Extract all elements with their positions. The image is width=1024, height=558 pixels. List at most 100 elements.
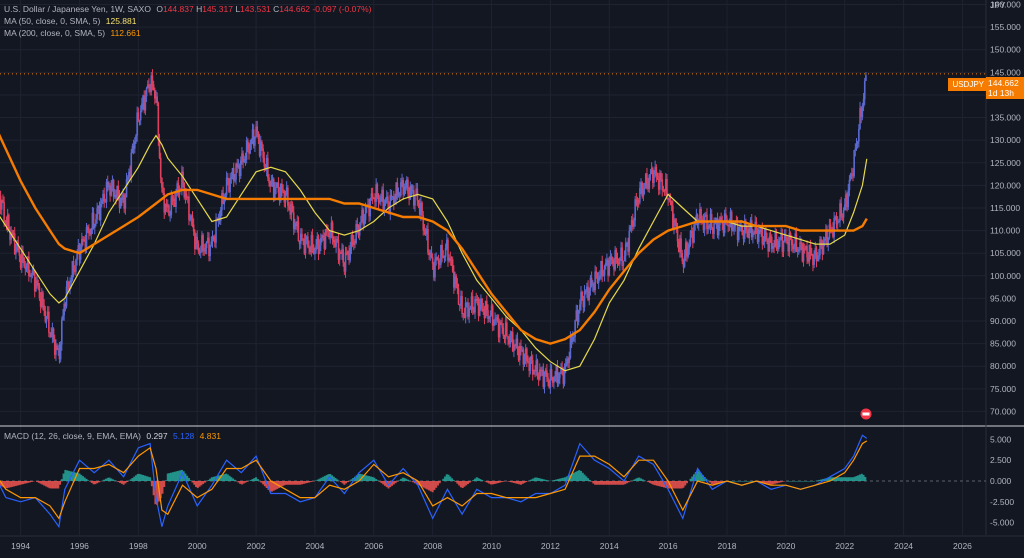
candle-body xyxy=(559,373,561,378)
macd-histogram-bar xyxy=(850,477,852,481)
macd-histogram-bar xyxy=(211,477,213,481)
candle-body xyxy=(500,322,502,324)
candle-body xyxy=(524,360,526,365)
candle-body xyxy=(15,247,17,254)
macd-histogram-bar xyxy=(366,476,368,481)
macd-histogram-bar xyxy=(384,481,386,486)
macd-histogram-bar xyxy=(451,478,453,481)
candle-body xyxy=(158,103,160,140)
macd-histogram-bar xyxy=(290,481,292,485)
candle-body xyxy=(603,276,605,277)
macd-histogram-bar xyxy=(508,481,510,482)
candle-body xyxy=(445,248,447,257)
macd-histogram-bar xyxy=(476,477,478,481)
macd-histogram-bar xyxy=(472,480,474,481)
ma50-legend[interactable]: MA (50, close, 0, SMA, 5) 125.881 xyxy=(4,15,136,27)
macd-histogram-bar xyxy=(449,477,451,481)
macd-histogram-bar xyxy=(772,481,774,484)
macd-histogram-bar xyxy=(229,476,231,481)
candle-body xyxy=(268,178,270,183)
macd-histogram-bar xyxy=(315,480,317,481)
macd-histogram-bar xyxy=(370,477,372,481)
macd-histogram-bar xyxy=(573,473,575,481)
macd-histogram-bar xyxy=(296,481,298,485)
candle-body xyxy=(833,218,835,237)
candle-body xyxy=(604,266,606,276)
candle-body xyxy=(227,178,229,179)
macd-histogram-bar xyxy=(714,481,716,484)
macd-histogram-bar xyxy=(681,481,683,488)
candle-body xyxy=(156,96,158,103)
candle-body xyxy=(813,255,815,265)
macd-histogram-bar xyxy=(855,476,857,481)
candle-body xyxy=(729,225,731,227)
macd-histogram-bar xyxy=(576,471,578,481)
candle-body xyxy=(206,242,208,248)
candle-body xyxy=(506,322,508,336)
price-tick-label: 70.000 xyxy=(990,406,1016,416)
candle-body xyxy=(684,256,686,267)
macd-legend[interactable]: MACD (12, 26, close, 9, EMA, EMA) 0.297 … xyxy=(4,430,221,442)
macd-histogram-bar xyxy=(439,481,441,483)
candle-body xyxy=(198,244,200,251)
macd-histogram-bar xyxy=(711,481,713,484)
macd-histogram-bar xyxy=(813,481,815,482)
last-price-box: 144.662 1d 13h xyxy=(986,77,1024,99)
candle-body xyxy=(630,227,632,231)
macd-histogram-bar xyxy=(582,473,584,481)
candle-body xyxy=(113,180,115,197)
candle-body xyxy=(146,88,148,96)
macd-histogram-bar xyxy=(840,477,842,481)
macd-histogram-bar xyxy=(244,481,246,483)
candle-body xyxy=(254,137,256,146)
candle-body xyxy=(322,235,324,238)
time-tick-label: 2022 xyxy=(835,541,854,551)
macd-histogram-bar xyxy=(167,474,169,481)
candle-body xyxy=(527,361,529,362)
macd-histogram-bar xyxy=(52,481,54,488)
macd-histogram-bar xyxy=(84,478,86,481)
macd-tick-label: 2.500 xyxy=(990,455,1012,465)
macd-histogram-bar xyxy=(592,481,594,484)
macd-histogram-bar xyxy=(117,481,119,482)
macd-histogram-bar xyxy=(469,481,471,483)
candle-body xyxy=(738,227,740,240)
candle-body xyxy=(578,310,580,322)
macd-histogram-bar xyxy=(31,481,33,482)
macd-histogram-bar xyxy=(640,478,642,481)
time-tick-label: 1994 xyxy=(11,541,30,551)
candle-body xyxy=(342,249,344,263)
macd-histogram-bar xyxy=(460,481,462,487)
candle-body xyxy=(231,177,233,179)
macd-histogram-bar xyxy=(310,481,312,482)
candle-body xyxy=(418,200,420,203)
macd-histogram-bar xyxy=(675,481,677,488)
macd-histogram-bar xyxy=(788,481,790,482)
chart-legend-header: U.S. Dollar / Japanese Yen, 1W, SAXO O14… xyxy=(4,3,371,15)
candle-body xyxy=(691,231,693,233)
macd-histogram-bar xyxy=(661,481,663,487)
macd-histogram-bar xyxy=(465,481,467,485)
candle-body xyxy=(298,221,300,241)
time-tick-label: 2020 xyxy=(776,541,795,551)
macd-histogram-bar xyxy=(232,478,234,481)
macd-histogram-bar xyxy=(335,478,337,481)
macd-histogram-bar xyxy=(303,481,305,484)
candle-body xyxy=(840,203,842,216)
candle-body xyxy=(546,370,548,377)
ma200-legend[interactable]: MA (200, close, 0, SMA, 5) 112.661 xyxy=(4,27,141,39)
symbol-name[interactable]: U.S. Dollar / Japanese Yen, 1W, SAXO xyxy=(4,4,151,14)
macd-histogram-bar xyxy=(523,481,525,483)
candle-body xyxy=(103,194,105,202)
candle-body xyxy=(611,256,613,259)
candle-body xyxy=(644,188,646,189)
macd-histogram-bar xyxy=(518,481,520,484)
macd-histogram-bar xyxy=(80,475,82,481)
candle-body xyxy=(481,299,483,309)
candle-body xyxy=(326,229,328,230)
candle-body xyxy=(824,239,826,241)
macd-histogram-bar xyxy=(642,479,644,481)
macd-histogram-bar xyxy=(66,470,68,481)
